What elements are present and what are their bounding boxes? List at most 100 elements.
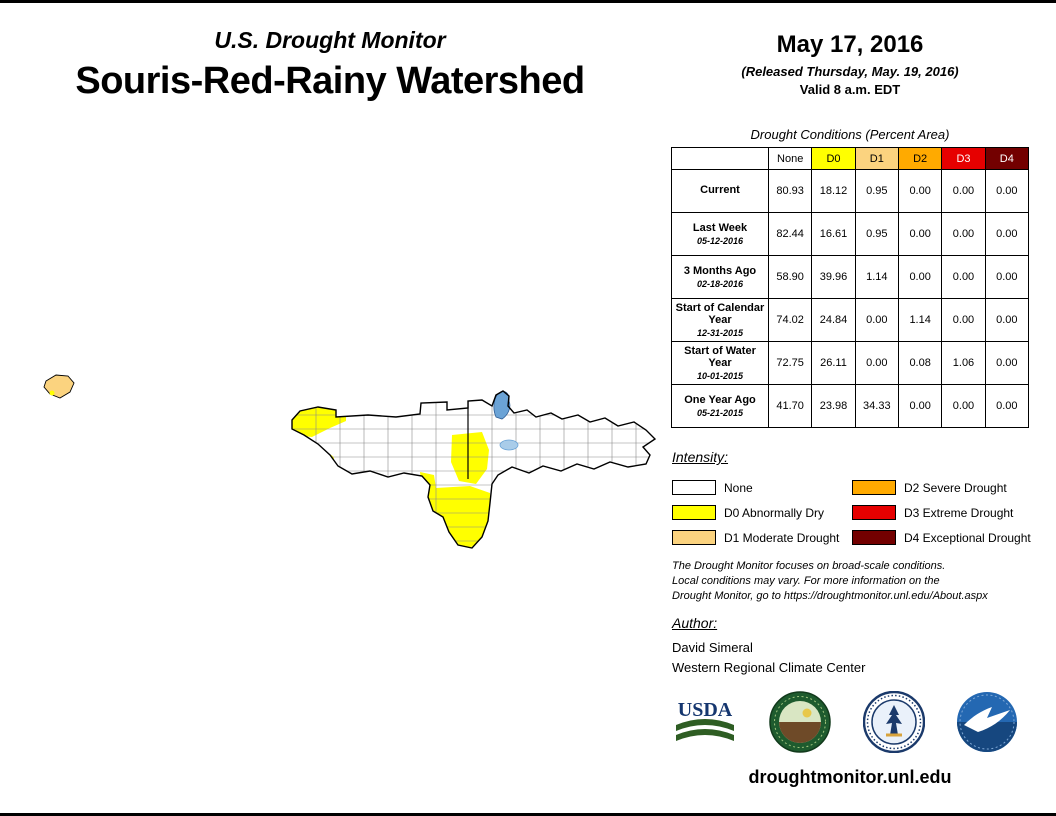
disclaimer-line: Drought Monitor, go to https://droughtmo… [672, 590, 988, 602]
value-cell: 41.70 [767, 384, 813, 428]
value-cell: 0.00 [984, 212, 1030, 256]
row-label: Start of Calendar Year [675, 302, 765, 326]
swatch-d1 [672, 530, 716, 545]
value-cell: 0.00 [941, 384, 986, 428]
doc-eagle [885, 705, 902, 735]
usda-swoosh-top [676, 719, 734, 731]
doc-ring-text [866, 694, 921, 750]
value-cell: 0.00 [984, 298, 1030, 342]
row-label-cell: Start of Water Year 10-01-2015 [671, 341, 769, 385]
commerce-seal-graphic [862, 690, 925, 754]
swatch-d0 [672, 505, 716, 520]
noaa-bird [963, 707, 1010, 732]
col-header-d0: D0 [811, 147, 856, 170]
noaa-ring-text [959, 694, 1015, 750]
usda-text: USDA [678, 699, 733, 721]
row-label: One Year Ago [684, 394, 756, 406]
value-cell: 0.00 [941, 255, 986, 299]
table-row-3-months-ago: 3 Months Ago 02-18-2016 58.90 39.96 1.14… [671, 255, 1030, 299]
legend-label: D4 Exceptional Drought [904, 530, 1031, 545]
d0-spot-small [320, 454, 334, 464]
value-cell: 0.00 [854, 298, 899, 342]
value-cell: 58.90 [767, 255, 813, 299]
value-cell: 16.61 [811, 212, 856, 256]
value-cell: 72.75 [767, 341, 813, 385]
table-row-start-calendar-year: Start of Calendar Year 12-31-2015 74.02 … [671, 298, 1030, 342]
disclaimer-line: The Drought Monitor focuses on broad-sca… [672, 560, 946, 572]
lake-north [493, 391, 511, 420]
value-cell: 0.00 [897, 169, 943, 213]
intensity-legend: Intensity: None D0 Abnormally Dry D1 Mod… [672, 449, 1040, 550]
swatch-none [672, 480, 716, 495]
usda-logo-graphic: USDA [676, 699, 734, 741]
value-cell: 18.12 [811, 169, 856, 213]
usda-swoosh-bottom [676, 729, 734, 741]
table-row-current: Current 80.93 18.12 0.95 0.00 0.00 0.00 [671, 169, 1030, 213]
value-cell: 82.44 [767, 212, 813, 256]
d0-area-south-lobe [420, 472, 491, 548]
legend-grid: None D0 Abnormally Dry D1 Moderate Droug… [672, 475, 1040, 550]
date-block: May 17, 2016 (Released Thursday, May. 19… [672, 31, 1028, 97]
row-label-cell: One Year Ago 05-21-2015 [671, 384, 769, 428]
row-date: 12-31-2015 [696, 328, 744, 338]
agency-logos: USDA [672, 690, 1018, 758]
value-cell: 0.00 [854, 341, 899, 385]
report-title: U.S. Drought Monitor [214, 27, 446, 53]
row-date: 05-12-2016 [696, 236, 744, 246]
ndmc-border [769, 691, 832, 753]
col-header-d2: D2 [897, 147, 943, 170]
value-cell: 26.11 [811, 341, 856, 385]
value-cell: 23.98 [811, 384, 856, 428]
col-header-d4: D4 [984, 147, 1030, 170]
row-date: 10-01-2015 [696, 371, 744, 381]
value-cell: 0.95 [854, 212, 899, 256]
value-cell: 0.95 [854, 169, 899, 213]
legend-item-d0: D0 Abnormally Dry [672, 505, 852, 520]
value-cell: 0.00 [897, 212, 943, 256]
author-org: Western Regional Climate Center [672, 660, 866, 675]
d1-area-west [43, 374, 75, 399]
table-row-start-water-year: Start of Water Year 10-01-2015 72.75 26.… [671, 341, 1030, 385]
drought-conditions-table: None D0 D1 D2 D3 D4 Current 80.93 18.12 … [671, 147, 1030, 428]
ndmc-sun [802, 708, 812, 718]
swatch-d4 [852, 530, 896, 545]
row-date: 02-18-2016 [696, 279, 744, 289]
ndmc-earth [779, 722, 822, 743]
table-corner [671, 147, 769, 170]
legend-item-d2: D2 Severe Drought [852, 480, 1040, 495]
legend-item-none: None [672, 480, 852, 495]
ndmc-logo [769, 691, 832, 758]
value-cell: 1.14 [854, 255, 899, 299]
legend-label: D3 Extreme Drought [904, 505, 1014, 520]
value-cell: 39.96 [811, 255, 856, 299]
value-cell: 34.33 [854, 384, 899, 428]
region-title: Souris-Red-Rainy Watershed [75, 60, 585, 102]
value-cell: 0.00 [984, 384, 1030, 428]
value-cell: 0.00 [984, 255, 1030, 299]
ndmc-logo-graphic [769, 691, 832, 753]
footer-url: droughtmonitor.unl.edu [748, 767, 952, 787]
noaa-logo-graphic [956, 692, 1017, 752]
legend-item-d1: D1 Moderate Drought [672, 530, 852, 545]
author-block: Author: David Simeral Western Regional C… [672, 615, 865, 678]
author-title: Author: [672, 615, 718, 631]
conditions-table-section: Drought Conditions (Percent Area) None D… [671, 127, 1030, 428]
row-date [672, 198, 768, 199]
row-label: Last Week [692, 222, 748, 234]
table-title: Drought Conditions (Percent Area) [750, 127, 950, 142]
legend-item-d3: D3 Extreme Drought [852, 505, 1040, 520]
value-cell: 74.02 [767, 298, 813, 342]
value-cell: 24.84 [811, 298, 856, 342]
col-header-d3: D3 [941, 147, 986, 170]
legend-title: Intensity: [672, 449, 729, 465]
usda-logo: USDA [672, 695, 738, 754]
report-date: May 17, 2016 [776, 31, 924, 58]
table-header-row: None D0 D1 D2 D3 D4 [671, 147, 1030, 170]
value-cell: 0.00 [984, 341, 1030, 385]
disclaimer: The Drought Monitor focuses on broad-sca… [672, 559, 988, 604]
col-header-d1: D1 [854, 147, 899, 170]
row-label: Start of Water Year [684, 345, 756, 369]
value-cell: 0.00 [941, 169, 986, 213]
table-row-one-year-ago: One Year Ago 05-21-2015 41.70 23.98 34.3… [671, 384, 1030, 428]
watershed-map [43, 374, 656, 549]
